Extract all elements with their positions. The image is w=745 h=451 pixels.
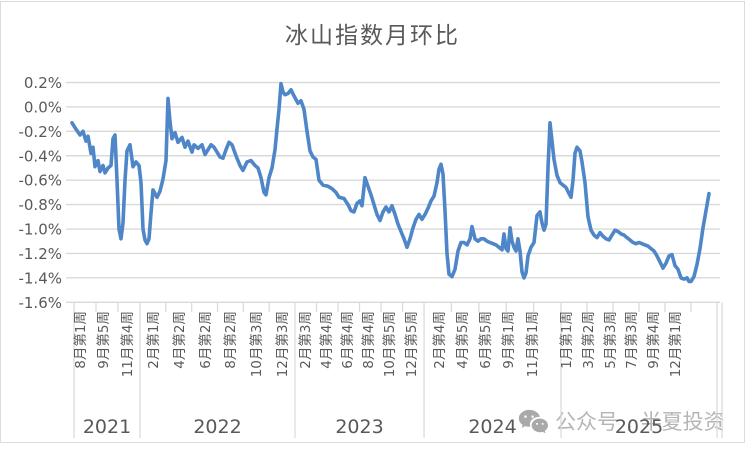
y-tick-label: -0.8% [18,196,62,214]
y-tick-label: -0.6% [18,172,62,190]
chart-title: 冰山指数月环比 [285,23,460,49]
year-label: 2021 [83,416,131,438]
watermark-text-account: 公众号 [555,410,618,434]
x-tick-label: 12月第1周 [667,311,684,377]
y-tick-label: -1.6% [18,294,62,312]
x-tick-label: 2月第3周 [297,311,314,369]
x-tick-label: 5月第3周 [602,311,619,369]
y-tick-label: 0.0% [24,98,62,116]
wechat-icon [518,409,548,434]
x-tick-label: 9月第1周 [500,311,517,369]
x-tick-label: 2月第4周 [431,311,448,369]
x-tick-label: 10月第5周 [381,311,398,377]
watermark-text-brand: 半夏投资 [640,410,725,434]
y-tick-label: -1.2% [18,245,62,263]
x-tick-label: 7月第3周 [623,311,640,369]
x-tick-label: 12月第3周 [274,311,291,377]
x-tick-label: 6月第4周 [339,311,356,369]
x-tick-label: 4月第4周 [318,311,335,369]
year-label: 2024 [468,416,516,438]
x-tick-label: 11月第4周 [119,311,136,377]
x-tick-label: 8月第2周 [222,311,239,369]
x-tick-label: 9月第4周 [645,311,662,369]
x-tick-label: 3月第2周 [580,311,597,369]
x-tick-label: 4月第2周 [171,311,188,369]
data-line [70,81,711,284]
y-tick-label: -0.4% [18,147,62,165]
x-tick-label: 6月第5周 [477,311,494,369]
year-label: 2022 [193,416,241,438]
y-tick-label: -1.4% [18,269,62,287]
y-tick-label: -0.2% [18,123,62,141]
x-tick-label: 6月第2周 [197,311,214,369]
x-tick-label: 8月第4周 [360,311,377,369]
x-tick-label: 12月第5周 [403,311,420,377]
watermark: 公众号, 半夏投资 [518,406,725,436]
x-tick-label: 2月第1周 [145,311,162,369]
x-tick-label: 9月第5周 [95,311,112,369]
year-label: 2023 [335,416,383,438]
watermark-divider: , [626,409,633,433]
x-tick-label: 8月第1周 [72,311,89,369]
x-tick-label: 4月第5周 [454,311,471,369]
x-tick-label: 10月第3周 [248,311,265,377]
y-tick-label: -1.0% [18,221,62,239]
y-tick-label: 0.2% [24,74,62,92]
year-label: 2025 [615,416,663,438]
x-tick-label: 1月第1周 [558,311,575,369]
x-tick-label: 11月第1周 [524,311,541,377]
